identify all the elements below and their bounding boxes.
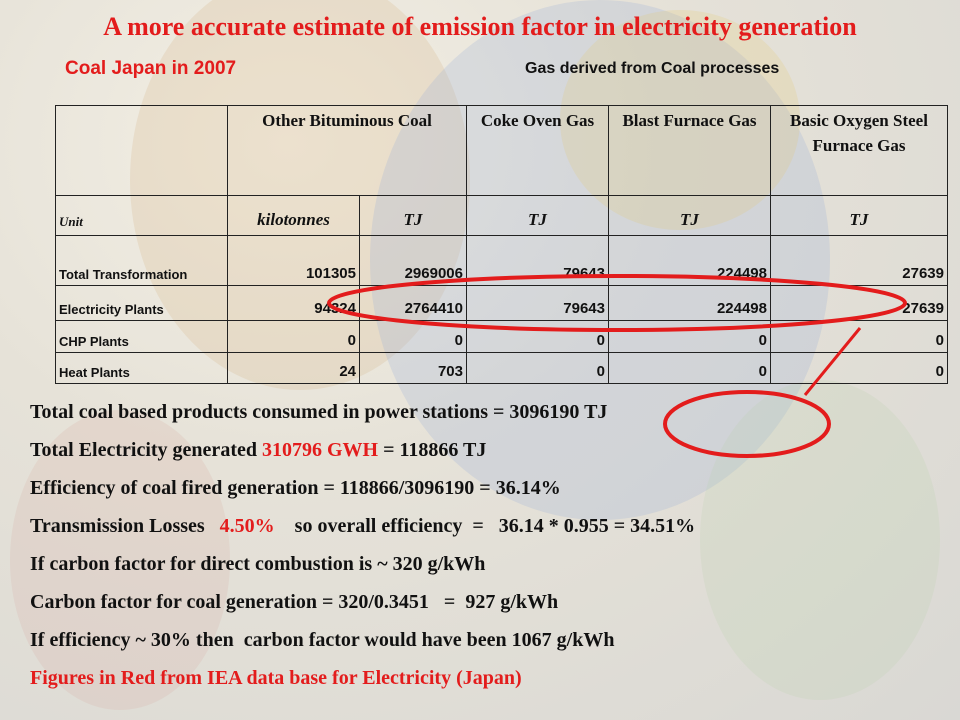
- cell-value: 2764410: [359, 285, 467, 321]
- cell-value: 0: [770, 352, 948, 384]
- cell-value: 0: [466, 320, 609, 353]
- text-line: Transmission Losses 4.50% so overall eff…: [30, 510, 695, 548]
- text-line: Total Electricity generated 310796 GWH =…: [30, 434, 695, 472]
- cell-value: 224498: [608, 285, 771, 321]
- cell-value: 0: [466, 352, 609, 384]
- cell-value: 94324: [227, 285, 360, 321]
- cell-value: 703: [359, 352, 467, 384]
- header-cell: [55, 105, 228, 196]
- text-line: If carbon factor for direct combustion i…: [30, 548, 695, 586]
- data-row: Heat Plants 24 703 0 0 0: [55, 352, 948, 384]
- header-cell: Blast Furnace Gas: [608, 105, 771, 196]
- text-segment: = 118866 TJ: [378, 439, 487, 461]
- unit-cell: TJ: [359, 195, 467, 236]
- unit-cell: TJ: [608, 195, 771, 236]
- text-segment: 4.50%: [219, 515, 275, 537]
- unit-row: Unit kilotonnes TJ TJ TJ TJ: [55, 195, 948, 236]
- text-segment: so overall efficiency = 36.14 * 0.955 = …: [274, 515, 696, 537]
- header-row: Other Bituminous Coal Coke Oven Gas Blast …: [55, 105, 948, 196]
- text-segment: Transmission Losses: [30, 515, 220, 537]
- cell-value: 24: [227, 352, 360, 384]
- text-segment: Total Electricity generated: [30, 439, 262, 461]
- cell-value: 0: [359, 320, 467, 353]
- title: A more accurate estimate of emission fac…: [103, 12, 857, 41]
- text-segment: 310796 GWH: [261, 439, 379, 461]
- cell-value: 0: [227, 320, 360, 353]
- text-lines: Total coal based products consumed in po…: [30, 396, 695, 700]
- cell-value: 27639: [770, 285, 948, 321]
- cell-value: 79643: [466, 235, 609, 286]
- text-segment: Figures in Red from IEA data base for El…: [30, 667, 522, 689]
- data-table: Other Bituminous Coal Coke Oven Gas Blast …: [55, 105, 948, 384]
- row-label: Heat Plants: [55, 352, 228, 384]
- text-segment: If carbon factor for direct combustion i…: [30, 553, 486, 575]
- unit-cell: Unit: [55, 195, 228, 236]
- text-segment: Carbon factor for coal generation = 320/…: [30, 591, 559, 613]
- cell-value: 2969006: [359, 235, 467, 286]
- row-label: Total Transformation: [55, 235, 228, 286]
- cell-value: 0: [770, 320, 948, 353]
- data-row: CHP Plants 0 0 0 0 0: [55, 320, 948, 353]
- unit-cell: TJ: [466, 195, 609, 236]
- cell-value: 79643: [466, 285, 609, 321]
- text-segment: Total coal based products consumed in po…: [30, 401, 608, 423]
- cell-value: 101305: [227, 235, 360, 286]
- header-cell: Basic Oxygen Steel Furnace Gas: [770, 105, 948, 196]
- subtitle: Gas derived from Coal processes: [525, 60, 780, 77]
- text-line: Figures in Red from IEA data base for El…: [30, 662, 695, 700]
- cell-value: 0: [608, 352, 771, 384]
- data-row: Electricity Plants 94324 2764410 79643 22449…: [55, 285, 948, 321]
- cell-value: 27639: [770, 235, 948, 286]
- unit-cell: TJ: [770, 195, 948, 236]
- text-line: Total coal based products consumed in po…: [30, 396, 695, 434]
- header-cell: Coke Oven Gas: [466, 105, 609, 196]
- unit-cell: kilotonnes: [227, 195, 360, 236]
- cell-value: 224498: [608, 235, 771, 286]
- subtitle: Coal Japan in 2007: [65, 58, 237, 79]
- text-line: Efficiency of coal fired generation = 11…: [30, 472, 695, 510]
- text-segment: If efficiency ~ 30% then carbon factor w…: [30, 629, 615, 651]
- text-line: Carbon factor for coal generation = 320/…: [30, 586, 695, 624]
- header-cell: Other Bituminous Coal: [227, 105, 467, 196]
- row-label: CHP Plants: [55, 320, 228, 353]
- text-segment: Efficiency of coal fired generation = 11…: [30, 477, 561, 499]
- data-row: Total Transformation 101305 2969006 79643 22…: [55, 235, 948, 286]
- row-label: Electricity Plants: [55, 285, 228, 321]
- text-line: If efficiency ~ 30% then carbon factor w…: [30, 624, 695, 662]
- cell-value: 0: [608, 320, 771, 353]
